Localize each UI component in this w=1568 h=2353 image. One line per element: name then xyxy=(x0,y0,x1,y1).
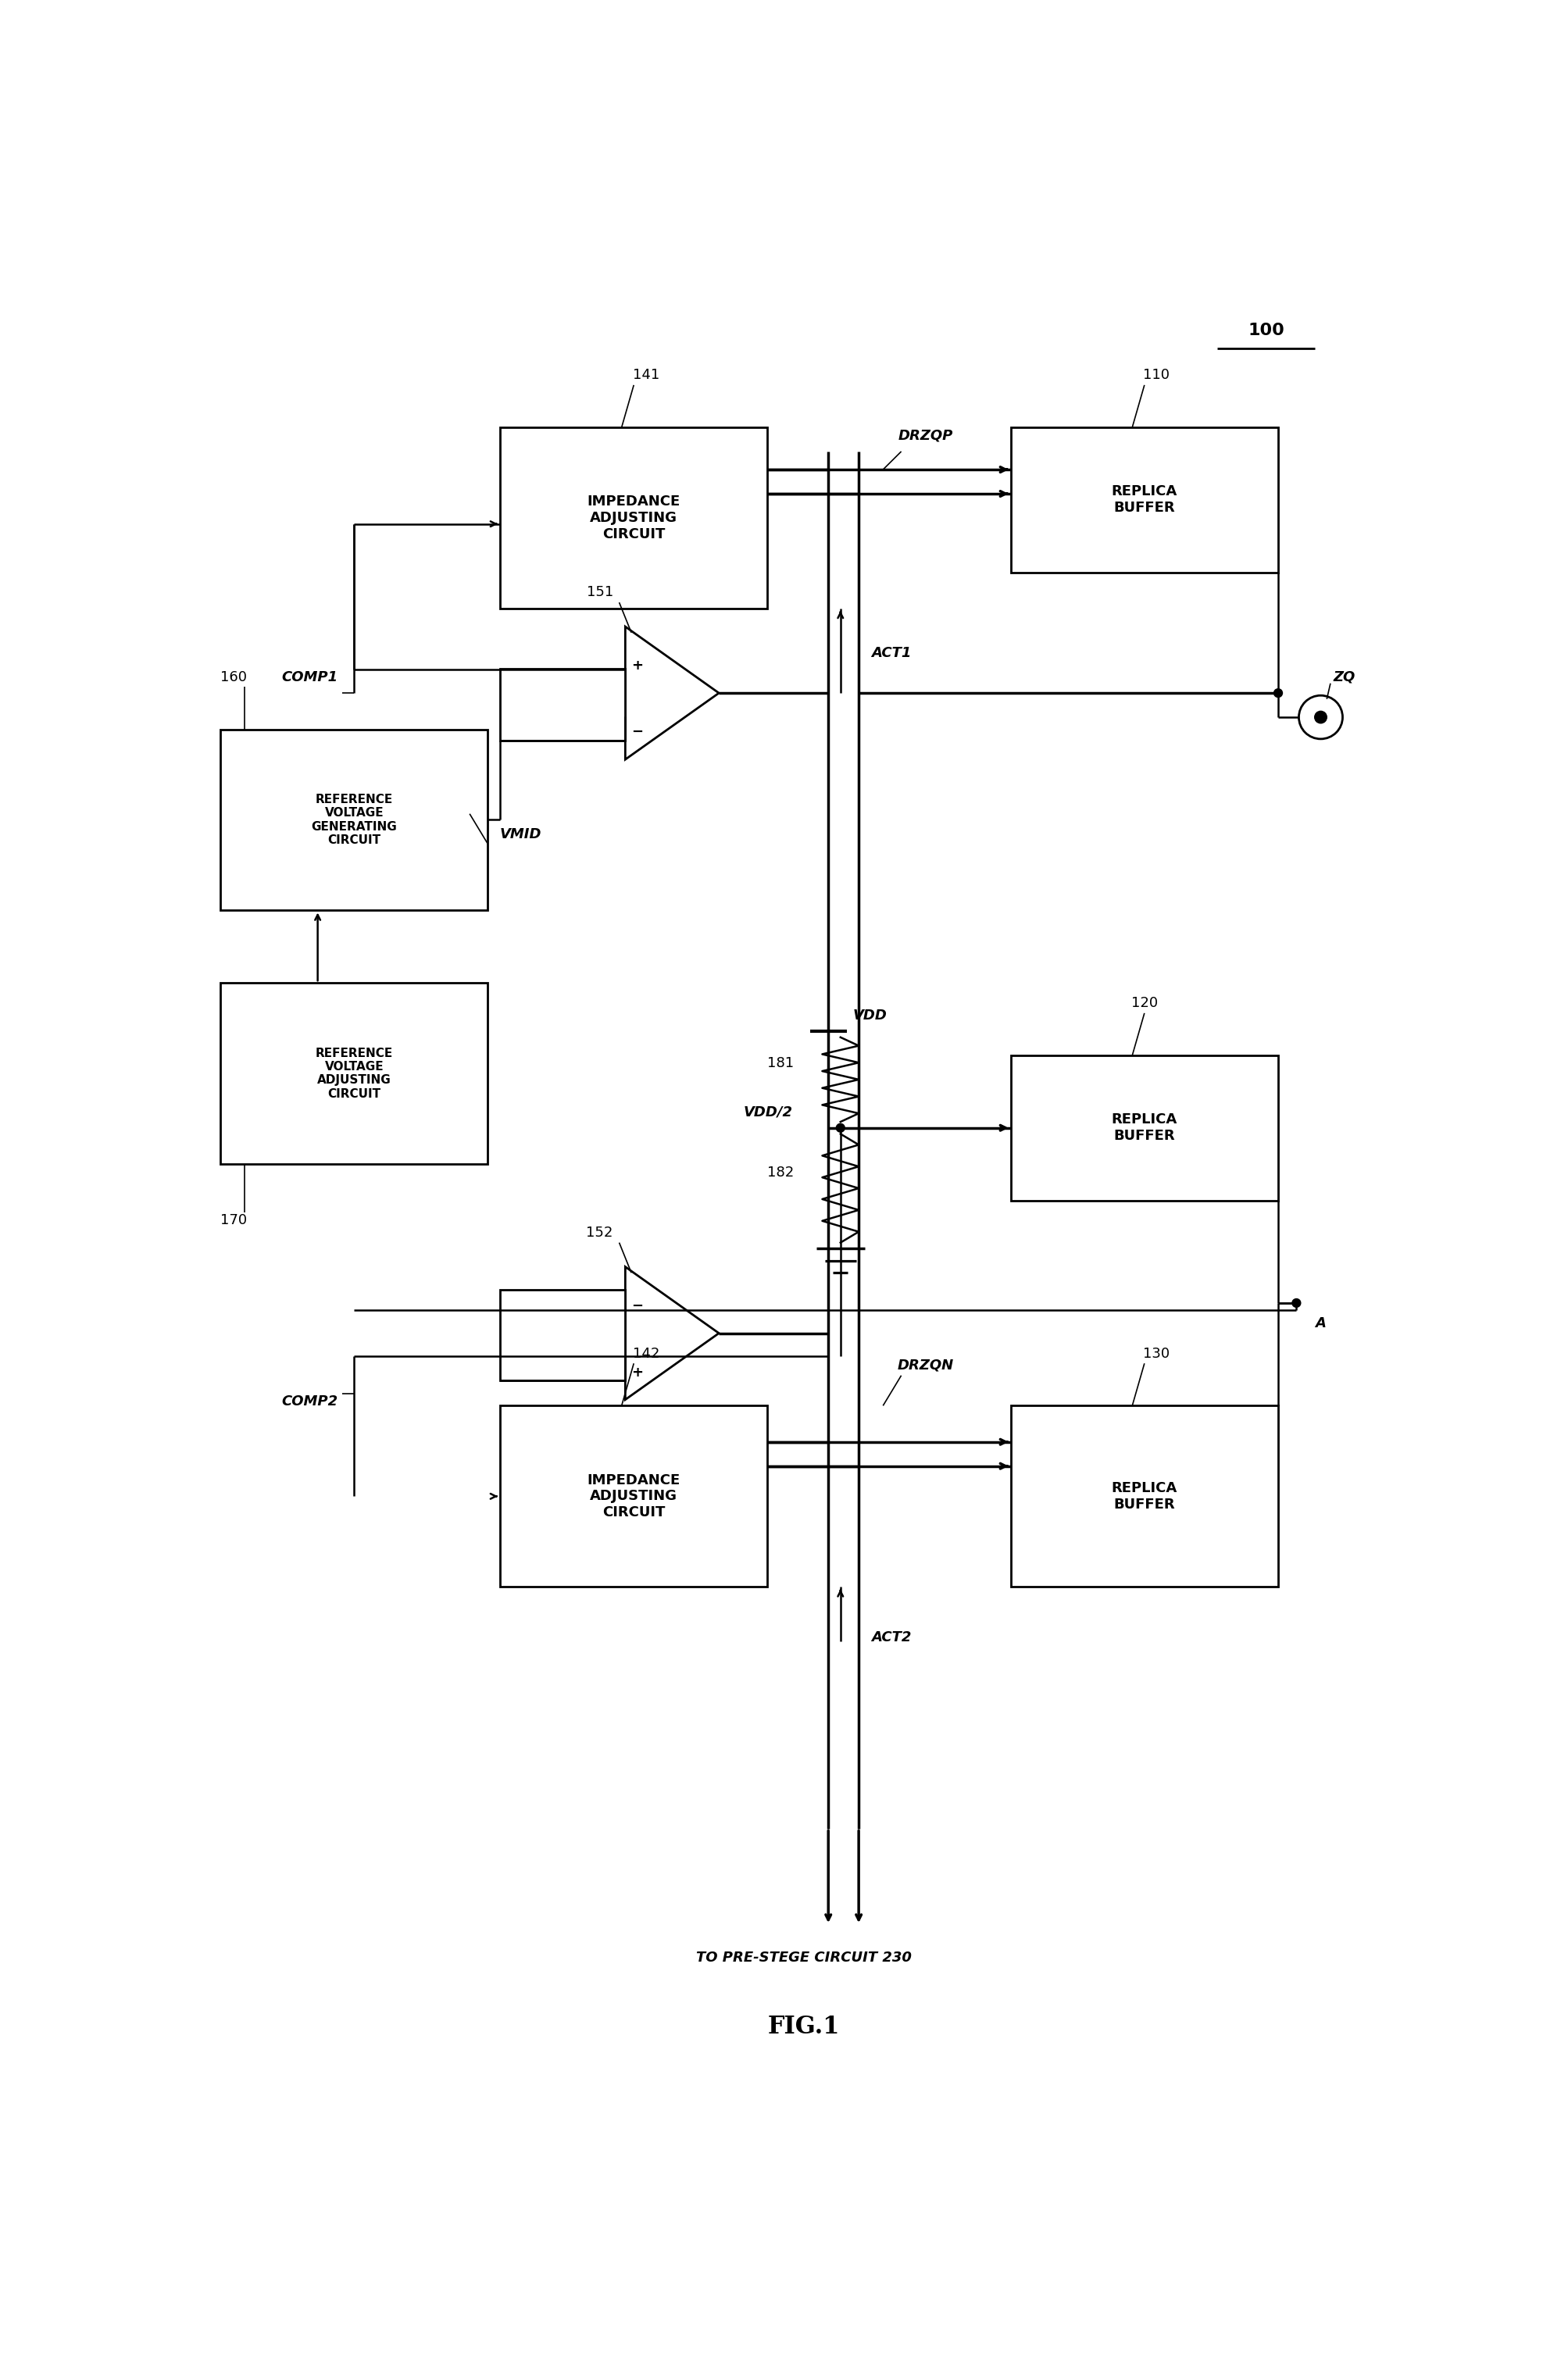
Text: 160: 160 xyxy=(220,671,246,685)
Bar xyxy=(1010,1056,1278,1200)
Text: REPLICA
BUFFER: REPLICA BUFFER xyxy=(1112,485,1176,515)
Bar xyxy=(500,1289,626,1381)
Text: IMPEDANCE
ADJUSTING
CIRCUIT: IMPEDANCE ADJUSTING CIRCUIT xyxy=(586,1473,681,1520)
Text: 152: 152 xyxy=(586,1226,613,1240)
Text: −: − xyxy=(630,725,643,739)
Text: 110: 110 xyxy=(1143,367,1170,381)
Text: VMID: VMID xyxy=(500,826,541,840)
Bar xyxy=(1010,428,1278,572)
Text: COMP1: COMP1 xyxy=(281,671,337,685)
Circle shape xyxy=(1292,1299,1300,1308)
Text: +: + xyxy=(630,1365,643,1379)
Text: +: + xyxy=(630,659,643,673)
Text: VDD/2: VDD/2 xyxy=(743,1106,792,1120)
Text: IMPEDANCE
ADJUSTING
CIRCUIT: IMPEDANCE ADJUSTING CIRCUIT xyxy=(586,494,681,541)
Text: VDD: VDD xyxy=(853,1007,886,1021)
Text: ACT1: ACT1 xyxy=(870,645,911,659)
Text: 100: 100 xyxy=(1247,322,1284,339)
Bar xyxy=(500,668,626,741)
Text: A: A xyxy=(1314,1315,1325,1329)
Text: REFERENCE
VOLTAGE
ADJUSTING
CIRCUIT: REFERENCE VOLTAGE ADJUSTING CIRCUIT xyxy=(315,1047,392,1099)
Text: 120: 120 xyxy=(1131,995,1157,1009)
Text: FIG.1: FIG.1 xyxy=(767,2014,840,2040)
Text: −: − xyxy=(630,1299,643,1313)
Bar xyxy=(500,428,767,609)
Text: ZQ: ZQ xyxy=(1333,671,1355,685)
Circle shape xyxy=(1314,711,1327,722)
Text: TO PRE-STEGE CIRCUIT 230: TO PRE-STEGE CIRCUIT 230 xyxy=(696,1951,911,1965)
Bar xyxy=(220,984,488,1165)
Text: 141: 141 xyxy=(632,367,659,381)
Circle shape xyxy=(836,1125,844,1132)
Circle shape xyxy=(1273,689,1281,696)
Text: REPLICA
BUFFER: REPLICA BUFFER xyxy=(1112,1113,1176,1144)
Text: 170: 170 xyxy=(220,1214,246,1228)
Bar xyxy=(220,729,488,911)
Bar xyxy=(1010,1405,1278,1586)
Text: COMP2: COMP2 xyxy=(281,1395,337,1409)
Text: 182: 182 xyxy=(767,1165,793,1179)
Text: ACT2: ACT2 xyxy=(870,1631,911,1645)
Text: REFERENCE
VOLTAGE
GENERATING
CIRCUIT: REFERENCE VOLTAGE GENERATING CIRCUIT xyxy=(310,793,397,847)
Text: 130: 130 xyxy=(1143,1346,1170,1360)
Text: 151: 151 xyxy=(586,586,613,600)
Text: 142: 142 xyxy=(632,1346,659,1360)
Text: 181: 181 xyxy=(767,1056,793,1071)
Text: REPLICA
BUFFER: REPLICA BUFFER xyxy=(1112,1480,1176,1511)
Text: DRZQN: DRZQN xyxy=(897,1358,953,1372)
Bar xyxy=(500,1405,767,1586)
Text: DRZQP: DRZQP xyxy=(897,428,953,442)
